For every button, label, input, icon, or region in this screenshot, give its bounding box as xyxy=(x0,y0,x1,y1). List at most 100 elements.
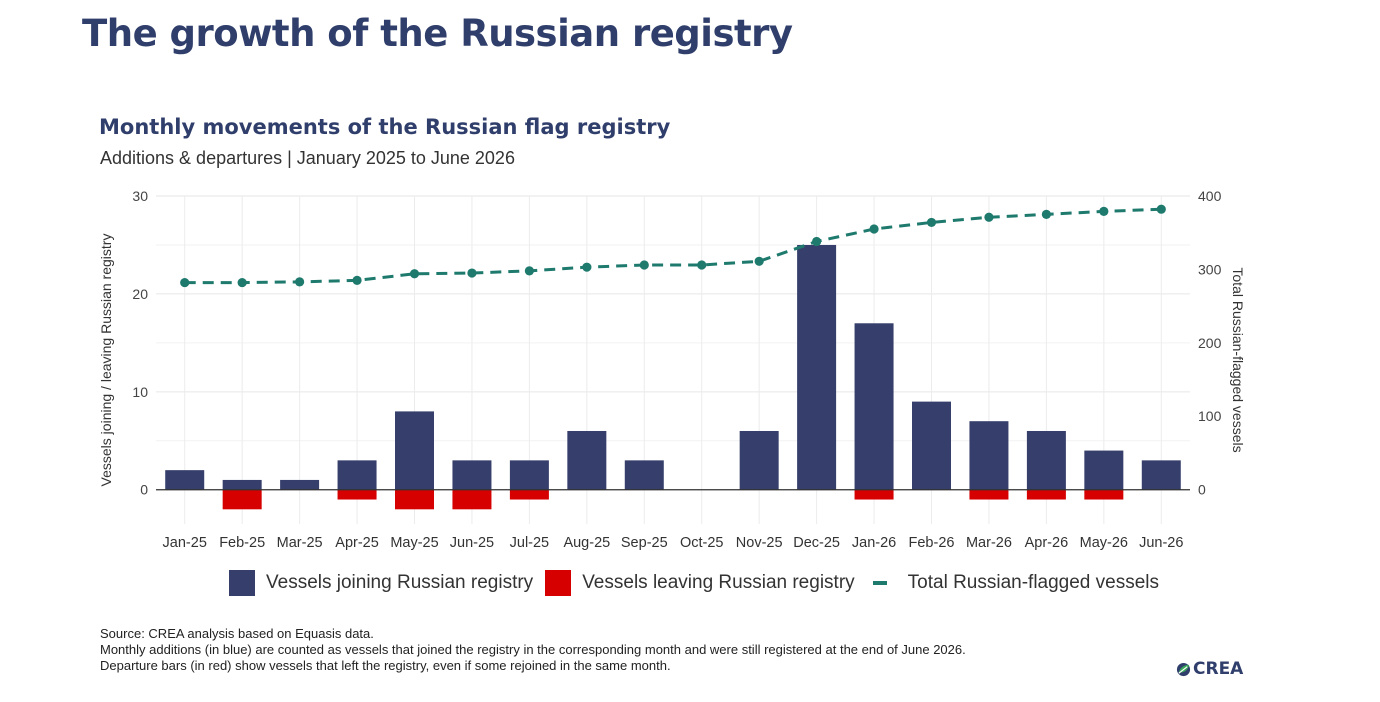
chart-title: Monthly movements of the Russian flag re… xyxy=(99,115,671,139)
y-tick-label: 0 xyxy=(140,482,148,498)
bar-joining-jun-26 xyxy=(1141,460,1181,490)
bar-joining-may-25 xyxy=(395,411,434,490)
bar-joining-sep-25 xyxy=(624,460,664,490)
crea-leaf-icon xyxy=(1176,662,1191,676)
bar-leaving-feb-25 xyxy=(222,489,262,510)
total-point-aug-25 xyxy=(582,262,592,272)
bar-joining-may-26 xyxy=(1084,450,1124,490)
y2-tick-label: 200 xyxy=(1198,335,1222,351)
total-point-jun-26 xyxy=(1156,204,1166,214)
y2-axis-label: Total Russian-flagged vessels xyxy=(1230,267,1246,452)
y-tick-label: 30 xyxy=(132,188,148,204)
y2-tick-label: 100 xyxy=(1198,408,1222,424)
x-tick-label: Sep-25 xyxy=(621,535,668,551)
footnote-note-departures: Departure bars (in red) show vessels tha… xyxy=(100,658,671,673)
chart-bars xyxy=(165,244,1181,510)
total-point-apr-25 xyxy=(352,275,362,285)
bar-joining-mar-25 xyxy=(280,479,320,490)
x-tick-label: Dec-25 xyxy=(793,535,840,551)
x-tick-label: Nov-25 xyxy=(736,535,783,551)
bar-leaving-may-25 xyxy=(395,489,434,510)
x-tick-label: May-26 xyxy=(1080,535,1128,551)
total-point-jan-25 xyxy=(180,277,190,288)
bar-joining-feb-26 xyxy=(912,401,951,490)
bar-leaving-may-26 xyxy=(1084,489,1124,500)
x-tick-label: Mar-26 xyxy=(966,535,1012,551)
chart-subtitle: Additions & departures | January 2025 to… xyxy=(100,148,515,168)
x-tick-label: Jun-25 xyxy=(450,535,494,551)
legend-swatch-total xyxy=(872,581,887,585)
y2-tick-label: 300 xyxy=(1198,261,1222,277)
chart-grid xyxy=(156,195,1190,524)
bar-leaving-apr-26 xyxy=(1026,489,1066,500)
y2-tick-label: 400 xyxy=(1198,188,1222,204)
bar-leaving-mar-26 xyxy=(969,489,1009,500)
total-point-jul-25 xyxy=(524,266,534,276)
x-tick-label: May-25 xyxy=(390,535,438,551)
total-point-may-25 xyxy=(409,269,420,279)
bar-joining-mar-26 xyxy=(969,421,1009,490)
bar-joining-jun-25 xyxy=(452,460,492,490)
bar-joining-aug-25 xyxy=(567,430,607,490)
total-line-series xyxy=(180,204,1166,288)
y2-tick-label: 0 xyxy=(1198,482,1206,498)
legend-swatch-leaving xyxy=(545,570,572,596)
bar-leaving-jul-25 xyxy=(509,489,549,500)
legend-label-joining: Vessels joining Russian registry xyxy=(266,572,534,593)
legend-item-joining: Vessels joining Russian registry xyxy=(229,570,533,596)
total-point-jun-25 xyxy=(467,268,477,278)
total-point-mar-25 xyxy=(295,277,305,287)
bar-joining-dec-25 xyxy=(797,244,837,490)
bar-joining-jul-25 xyxy=(509,460,549,490)
x-tick-label: Mar-25 xyxy=(277,535,323,551)
bar-leaving-apr-25 xyxy=(337,489,377,500)
bar-joining-apr-26 xyxy=(1026,430,1066,490)
x-tick-label: Jan-25 xyxy=(163,535,207,551)
legend-swatch-joining xyxy=(229,570,255,596)
bar-joining-nov-25 xyxy=(739,430,779,490)
total-point-oct-25 xyxy=(697,260,707,270)
x-tick-label: Oct-25 xyxy=(680,535,724,551)
crea-logo: CREA xyxy=(1176,659,1243,679)
total-point-feb-26 xyxy=(926,217,937,228)
legend-label-leaving: Vessels leaving Russian registry xyxy=(582,572,855,593)
page-title: The growth of the Russian registry xyxy=(82,12,793,55)
crea-logo-text: CREA xyxy=(1193,659,1244,679)
footnote: Source: CREA analysis based on Equasis d… xyxy=(100,626,966,674)
legend-item-total: Total Russian-flagged vessels xyxy=(867,572,1159,594)
bar-joining-jan-25 xyxy=(165,470,205,490)
footnote-note-additions: Monthly additions (in blue) are counted … xyxy=(100,642,966,657)
x-tick-label: Aug-25 xyxy=(563,535,610,551)
chart-legend: Vessels joining Russian registry Vessels… xyxy=(229,568,1171,598)
x-tick-label: Jul-25 xyxy=(510,535,550,551)
total-point-sep-25 xyxy=(639,260,649,270)
total-point-mar-26 xyxy=(984,212,994,222)
bar-joining-jan-26 xyxy=(854,323,894,490)
legend-label-total: Total Russian-flagged vessels xyxy=(907,572,1160,593)
y-tick-label: 10 xyxy=(132,384,148,400)
y-axis-label: Vessels joining / leaving Russian regist… xyxy=(98,234,114,487)
legend-item-leaving: Vessels leaving Russian registry xyxy=(545,570,855,596)
x-tick-label: Feb-26 xyxy=(909,535,955,551)
total-point-feb-25 xyxy=(237,277,247,288)
total-point-nov-25 xyxy=(754,256,764,266)
total-point-may-26 xyxy=(1099,206,1109,217)
footnote-source: Source: CREA analysis based on Equasis d… xyxy=(100,626,374,641)
x-tick-label: Feb-25 xyxy=(219,535,265,551)
bar-joining-apr-25 xyxy=(337,460,377,490)
total-point-apr-26 xyxy=(1041,209,1051,219)
bar-joining-feb-25 xyxy=(222,479,262,490)
total-point-dec-25 xyxy=(812,236,822,247)
bar-leaving-jan-26 xyxy=(854,489,894,500)
x-tick-label: Apr-26 xyxy=(1025,535,1069,551)
y-tick-label: 20 xyxy=(132,286,148,302)
total-point-jan-26 xyxy=(869,224,879,234)
total-line-path xyxy=(184,207,1162,285)
x-tick-label: Jan-26 xyxy=(852,535,896,551)
bar-leaving-jun-25 xyxy=(452,489,492,510)
x-tick-label: Apr-25 xyxy=(335,535,379,551)
x-tick-label: Jun-26 xyxy=(1139,535,1183,551)
